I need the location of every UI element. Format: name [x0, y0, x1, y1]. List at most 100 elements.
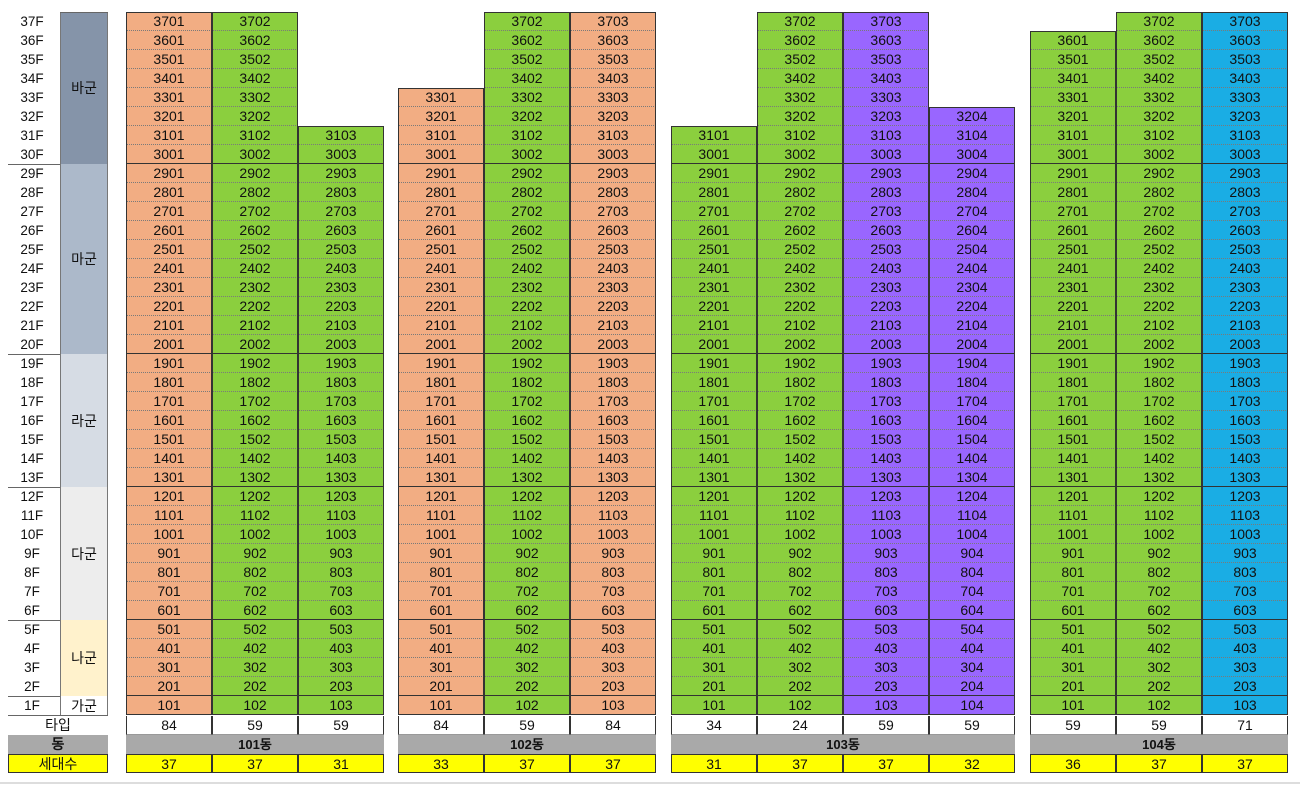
- unit-cell: 901: [671, 544, 757, 563]
- unit-cell: 903: [843, 544, 929, 563]
- unit-cell: 202: [1116, 677, 1202, 696]
- unit-cell: 1902: [757, 354, 843, 373]
- group-boundary-line: [398, 695, 656, 696]
- type-cell: 59: [298, 716, 384, 735]
- unit-cell: 1802: [212, 373, 298, 392]
- floor-label: 4F: [24, 641, 40, 656]
- unit-cell: 1002: [484, 525, 570, 544]
- floor-label: 32F: [20, 109, 44, 124]
- unit-cell: 2103: [298, 316, 384, 335]
- unit-cell: 301: [1030, 658, 1116, 677]
- floor-label: 29F: [20, 166, 44, 181]
- unit-cell: 1203: [298, 487, 384, 506]
- unit-cell: 1702: [757, 392, 843, 411]
- unit-cell: 2201: [126, 297, 212, 316]
- unit-cell: 1802: [757, 373, 843, 392]
- unit-cell: 3201: [126, 107, 212, 126]
- unit-cell: 1303: [1202, 468, 1288, 487]
- unit-cell: 1702: [1116, 392, 1202, 411]
- group-label: 라군: [60, 354, 108, 487]
- unit-cell: 1001: [671, 525, 757, 544]
- unit-cell: 1701: [398, 392, 484, 411]
- unit-cell: 2901: [126, 164, 212, 183]
- type-cell: 59: [1116, 716, 1202, 735]
- unit-cell: 1904: [929, 354, 1015, 373]
- unit-cell: 503: [570, 620, 656, 639]
- unit-cell: 2702: [757, 202, 843, 221]
- unit-cell: 203: [298, 677, 384, 696]
- unit-cell: 502: [1116, 620, 1202, 639]
- unit-cell: 3701: [126, 12, 212, 31]
- households-cell: 37: [484, 754, 570, 773]
- unit-cell: 902: [212, 544, 298, 563]
- unit-cell: 3003: [570, 145, 656, 164]
- group-divider: [8, 696, 108, 697]
- group-boundary-line: [398, 619, 656, 620]
- unit-cell: 1201: [671, 487, 757, 506]
- unit-cell: 2801: [671, 183, 757, 202]
- unit-cell: 2603: [843, 221, 929, 240]
- unit-cell: 1502: [484, 430, 570, 449]
- unit-cell: 2701: [671, 202, 757, 221]
- unit-cell: 1602: [1116, 411, 1202, 430]
- unit-cell: 1001: [1030, 525, 1116, 544]
- group-boundary-line: [1030, 486, 1288, 487]
- unit-cell: 401: [126, 639, 212, 658]
- unit-cell: 2704: [929, 202, 1015, 221]
- unit-cell: 802: [1116, 563, 1202, 582]
- unit-cell: 1002: [757, 525, 843, 544]
- unit-cell: 903: [298, 544, 384, 563]
- unit-cell: 502: [212, 620, 298, 639]
- unit-cell: 303: [298, 658, 384, 677]
- unit-cell: 3102: [484, 126, 570, 145]
- type-cell: 71: [1202, 716, 1288, 735]
- unit-cell: 1703: [843, 392, 929, 411]
- unit-cell: 1702: [484, 392, 570, 411]
- unit-cell: 1603: [298, 411, 384, 430]
- unit-cell: 2201: [1030, 297, 1116, 316]
- unit-cell: 501: [671, 620, 757, 639]
- unit-cell: 2804: [929, 183, 1015, 202]
- group-boundary-line: [671, 714, 1015, 715]
- type-cell: 84: [398, 716, 484, 735]
- floor-label: 33F: [20, 90, 44, 105]
- floor-label: 18F: [20, 375, 44, 390]
- unit-cell: 503: [843, 620, 929, 639]
- unit-cell: 3103: [1202, 126, 1288, 145]
- unit-cell: 2803: [298, 183, 384, 202]
- unit-cell: 403: [298, 639, 384, 658]
- unit-cell: 402: [484, 639, 570, 658]
- unit-cell: 1301: [398, 468, 484, 487]
- floor-label: 5F: [24, 622, 40, 637]
- households-cell: 31: [671, 754, 757, 773]
- unit-cell: 703: [298, 582, 384, 601]
- unit-cell: 1304: [929, 468, 1015, 487]
- unit-cell: 202: [484, 677, 570, 696]
- unit-cell: 2502: [1116, 240, 1202, 259]
- unit-cell: 601: [126, 601, 212, 620]
- unit-cell: 3002: [757, 145, 843, 164]
- unit-cell: 3104: [929, 126, 1015, 145]
- unit-cell: 203: [843, 677, 929, 696]
- type-cell: 59: [843, 716, 929, 735]
- floor-label: 1F: [24, 698, 40, 713]
- unit-cell: 3602: [484, 31, 570, 50]
- unit-cell: 501: [1030, 620, 1116, 639]
- unit-cell: 2302: [1116, 278, 1202, 297]
- unit-cell: 2104: [929, 316, 1015, 335]
- unit-cell: 3302: [1116, 88, 1202, 107]
- unit-cell: 1102: [1116, 506, 1202, 525]
- floor-label: 15F: [20, 432, 44, 447]
- unit-cell: 1602: [484, 411, 570, 430]
- unit-cell: 2602: [484, 221, 570, 240]
- unit-cell: 2604: [929, 221, 1015, 240]
- unit-cell: 803: [1202, 563, 1288, 582]
- unit-cell: 2902: [212, 164, 298, 183]
- unit-cell: 602: [757, 601, 843, 620]
- unit-cell: 502: [757, 620, 843, 639]
- unit-cell: 103: [570, 696, 656, 715]
- group-boundary-line: [398, 163, 656, 164]
- unit-cell: 3003: [1202, 145, 1288, 164]
- unit-cell: 2302: [757, 278, 843, 297]
- unit-cell: 2102: [1116, 316, 1202, 335]
